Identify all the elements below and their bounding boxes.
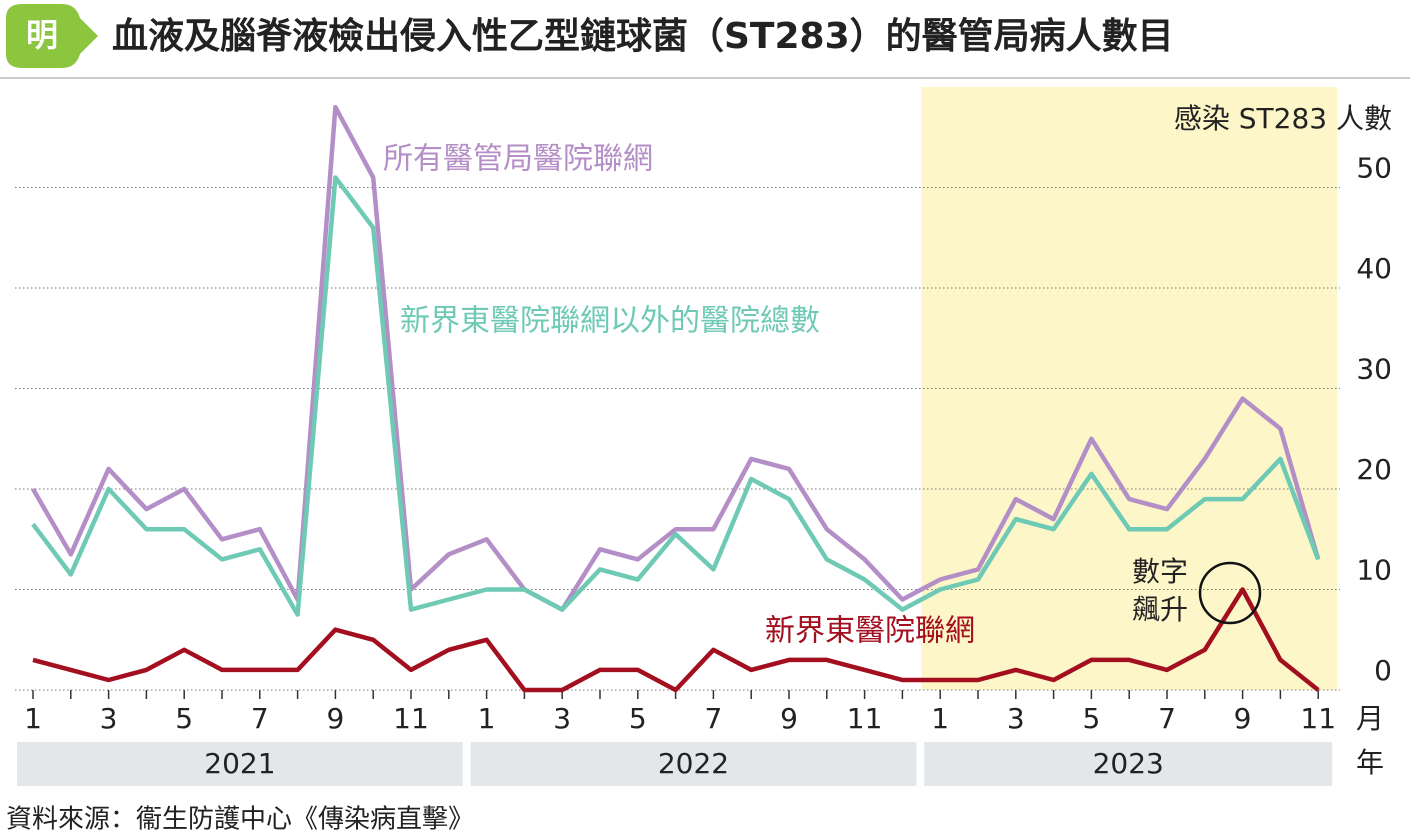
annotation: 數字 (1132, 555, 1188, 588)
series-label: 新界東醫院聯網以外的醫院總數 (400, 304, 820, 339)
x-tick-label: 9 (326, 702, 344, 735)
x-tick-label: 5 (629, 702, 647, 735)
x-tick-label: 9 (780, 702, 798, 735)
logo-badge (6, 4, 98, 68)
x-tick-label: 3 (1007, 702, 1025, 735)
year-label: 2021 (204, 747, 275, 780)
series-label: 新界東醫院聯網 (765, 614, 975, 649)
y-tick-label: 40 (1356, 252, 1392, 285)
logo: 明 (26, 16, 58, 54)
annotation: 飆升 (1132, 593, 1188, 626)
x-tick-label: 3 (100, 702, 118, 735)
year-band (470, 742, 917, 786)
y-tick-label: 20 (1356, 453, 1392, 486)
series-line (31, 104, 1321, 612)
x-tick-label: 1 (931, 702, 949, 735)
series-line (32, 587, 1320, 693)
year-label: 2023 (1093, 747, 1164, 780)
x-tick-label: 5 (175, 702, 193, 735)
y-tick-label: 50 (1356, 152, 1392, 185)
x-tick-label: 9 (1234, 702, 1252, 735)
x-tick-label: 11 (393, 702, 429, 735)
y-tick-label: 10 (1356, 554, 1392, 587)
x-tick-label: 11 (847, 702, 883, 735)
group-axis-title: 年 (1356, 746, 1384, 779)
x-tick-label: 5 (1082, 702, 1100, 735)
source: 資料來源：衞生防護中心《傳染病直擊》 (6, 805, 474, 835)
y-axis-title: 感染 ST283 人數 (1174, 102, 1392, 135)
x-tick-label: 1 (24, 702, 42, 735)
y-tick-label: 30 (1356, 353, 1392, 386)
x-axis-title: 月 (1356, 702, 1384, 735)
annotation-circle (1198, 561, 1262, 625)
x-tick-label: 1 (478, 702, 496, 735)
year-band (924, 742, 1333, 786)
year-band (17, 742, 463, 786)
x-tick-label: 7 (251, 702, 269, 735)
series-line (31, 175, 1321, 617)
series-label: 所有醫管局醫院聯網 (383, 142, 653, 177)
y-tick-label: 0 (1374, 654, 1392, 687)
x-tick-label: 7 (1158, 702, 1176, 735)
x-tick-label: 3 (553, 702, 571, 735)
x-tick-label: 7 (704, 702, 722, 735)
chart-title: 血液及腦脊液檢出侵入性乙型鏈球菌（ST283）的醫管局病人數目 (112, 15, 1174, 57)
year-label: 2022 (658, 747, 729, 780)
x-tick-label: 11 (1300, 702, 1336, 735)
